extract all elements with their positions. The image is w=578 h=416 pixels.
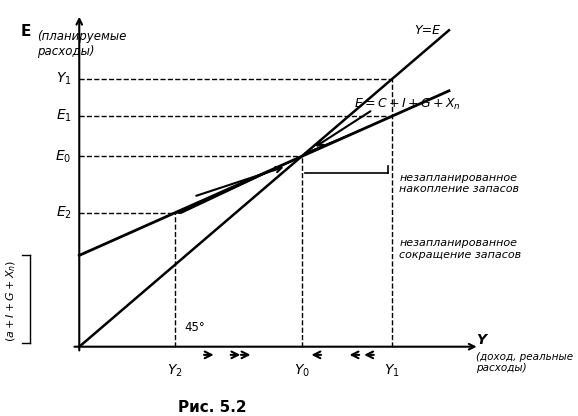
Text: $Y_1$: $Y_1$: [56, 71, 72, 87]
Text: Y: Y: [476, 333, 486, 347]
Text: $E_1$: $E_1$: [55, 108, 72, 124]
Text: незапланированное
сокращение запасов: незапланированное сокращение запасов: [399, 238, 521, 260]
Text: $Y_0$: $Y_0$: [294, 362, 310, 379]
Text: незапланированное
накопление запасов: незапланированное накопление запасов: [399, 173, 520, 194]
Text: $E_2$: $E_2$: [55, 205, 72, 221]
Text: (доход, реальные
расходы): (доход, реальные расходы): [476, 352, 573, 373]
Text: $E=C+I+G+X_n$: $E=C+I+G+X_n$: [354, 97, 461, 112]
Text: (планируемые
расходы): (планируемые расходы): [38, 30, 127, 58]
Text: Y=E: Y=E: [414, 24, 440, 37]
Text: 45°: 45°: [184, 321, 205, 334]
Text: E: E: [20, 24, 31, 39]
Text: $Y_1$: $Y_1$: [384, 362, 400, 379]
Text: $Y_2$: $Y_2$: [166, 362, 183, 379]
Text: $E_0$: $E_0$: [55, 148, 72, 165]
Text: Рис. 5.2: Рис. 5.2: [178, 401, 247, 416]
Text: $(a+I+G+X_n)$: $(a+I+G+X_n)$: [5, 260, 18, 342]
